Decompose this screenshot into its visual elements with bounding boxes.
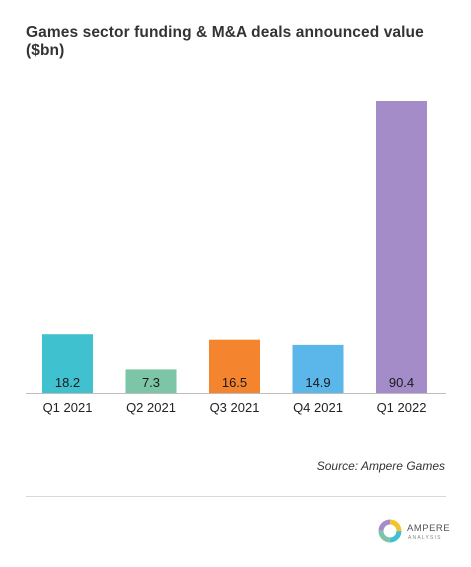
data-label: 90.4 <box>389 375 414 390</box>
logo-wordmark: AMPERE <box>407 523 451 534</box>
bar-q3-2021 <box>209 339 260 393</box>
source-note: Source: Ampere Games <box>316 459 445 473</box>
bar-q1-2022 <box>376 101 427 393</box>
x-tick-label: Q2 2021 <box>126 400 176 415</box>
bar-q2-2021 <box>125 369 177 393</box>
logo-arc <box>378 519 402 543</box>
data-label: 14.9 <box>305 375 330 390</box>
chart-title: Games sector funding & M&A deals announc… <box>26 24 424 59</box>
bar-q4-2021 <box>292 344 344 393</box>
bar-q1-2021 <box>42 334 93 393</box>
logo-subtitle: ANALYSIS <box>408 535 442 541</box>
x-tick-label: Q4 2021 <box>293 400 343 415</box>
ampere-logo-icon <box>378 519 402 543</box>
x-tick-label: Q1 2022 <box>377 400 427 415</box>
x-tick-label: Q3 2021 <box>210 400 260 415</box>
footer-divider <box>26 496 446 497</box>
data-label: 18.2 <box>55 375 80 390</box>
data-label: 7.3 <box>142 375 160 390</box>
bar-chart: 18.2 7.3 16.5 14.9 90.4 Q1 2021 Q2 2021 Q3 202… <box>26 101 446 415</box>
data-label: 16.5 <box>222 375 247 390</box>
bars-group: 18.2 7.3 16.5 14.9 90.4 <box>42 101 427 393</box>
x-axis-ticks: Q1 2021 Q2 2021 Q3 2021 Q4 2021 Q1 2022 <box>43 400 427 415</box>
logo-arc <box>378 519 402 543</box>
ampere-logo: AMPERE ANALYSIS <box>377 518 457 548</box>
x-tick-label: Q1 2021 <box>43 400 93 415</box>
logo-arc <box>378 519 402 543</box>
